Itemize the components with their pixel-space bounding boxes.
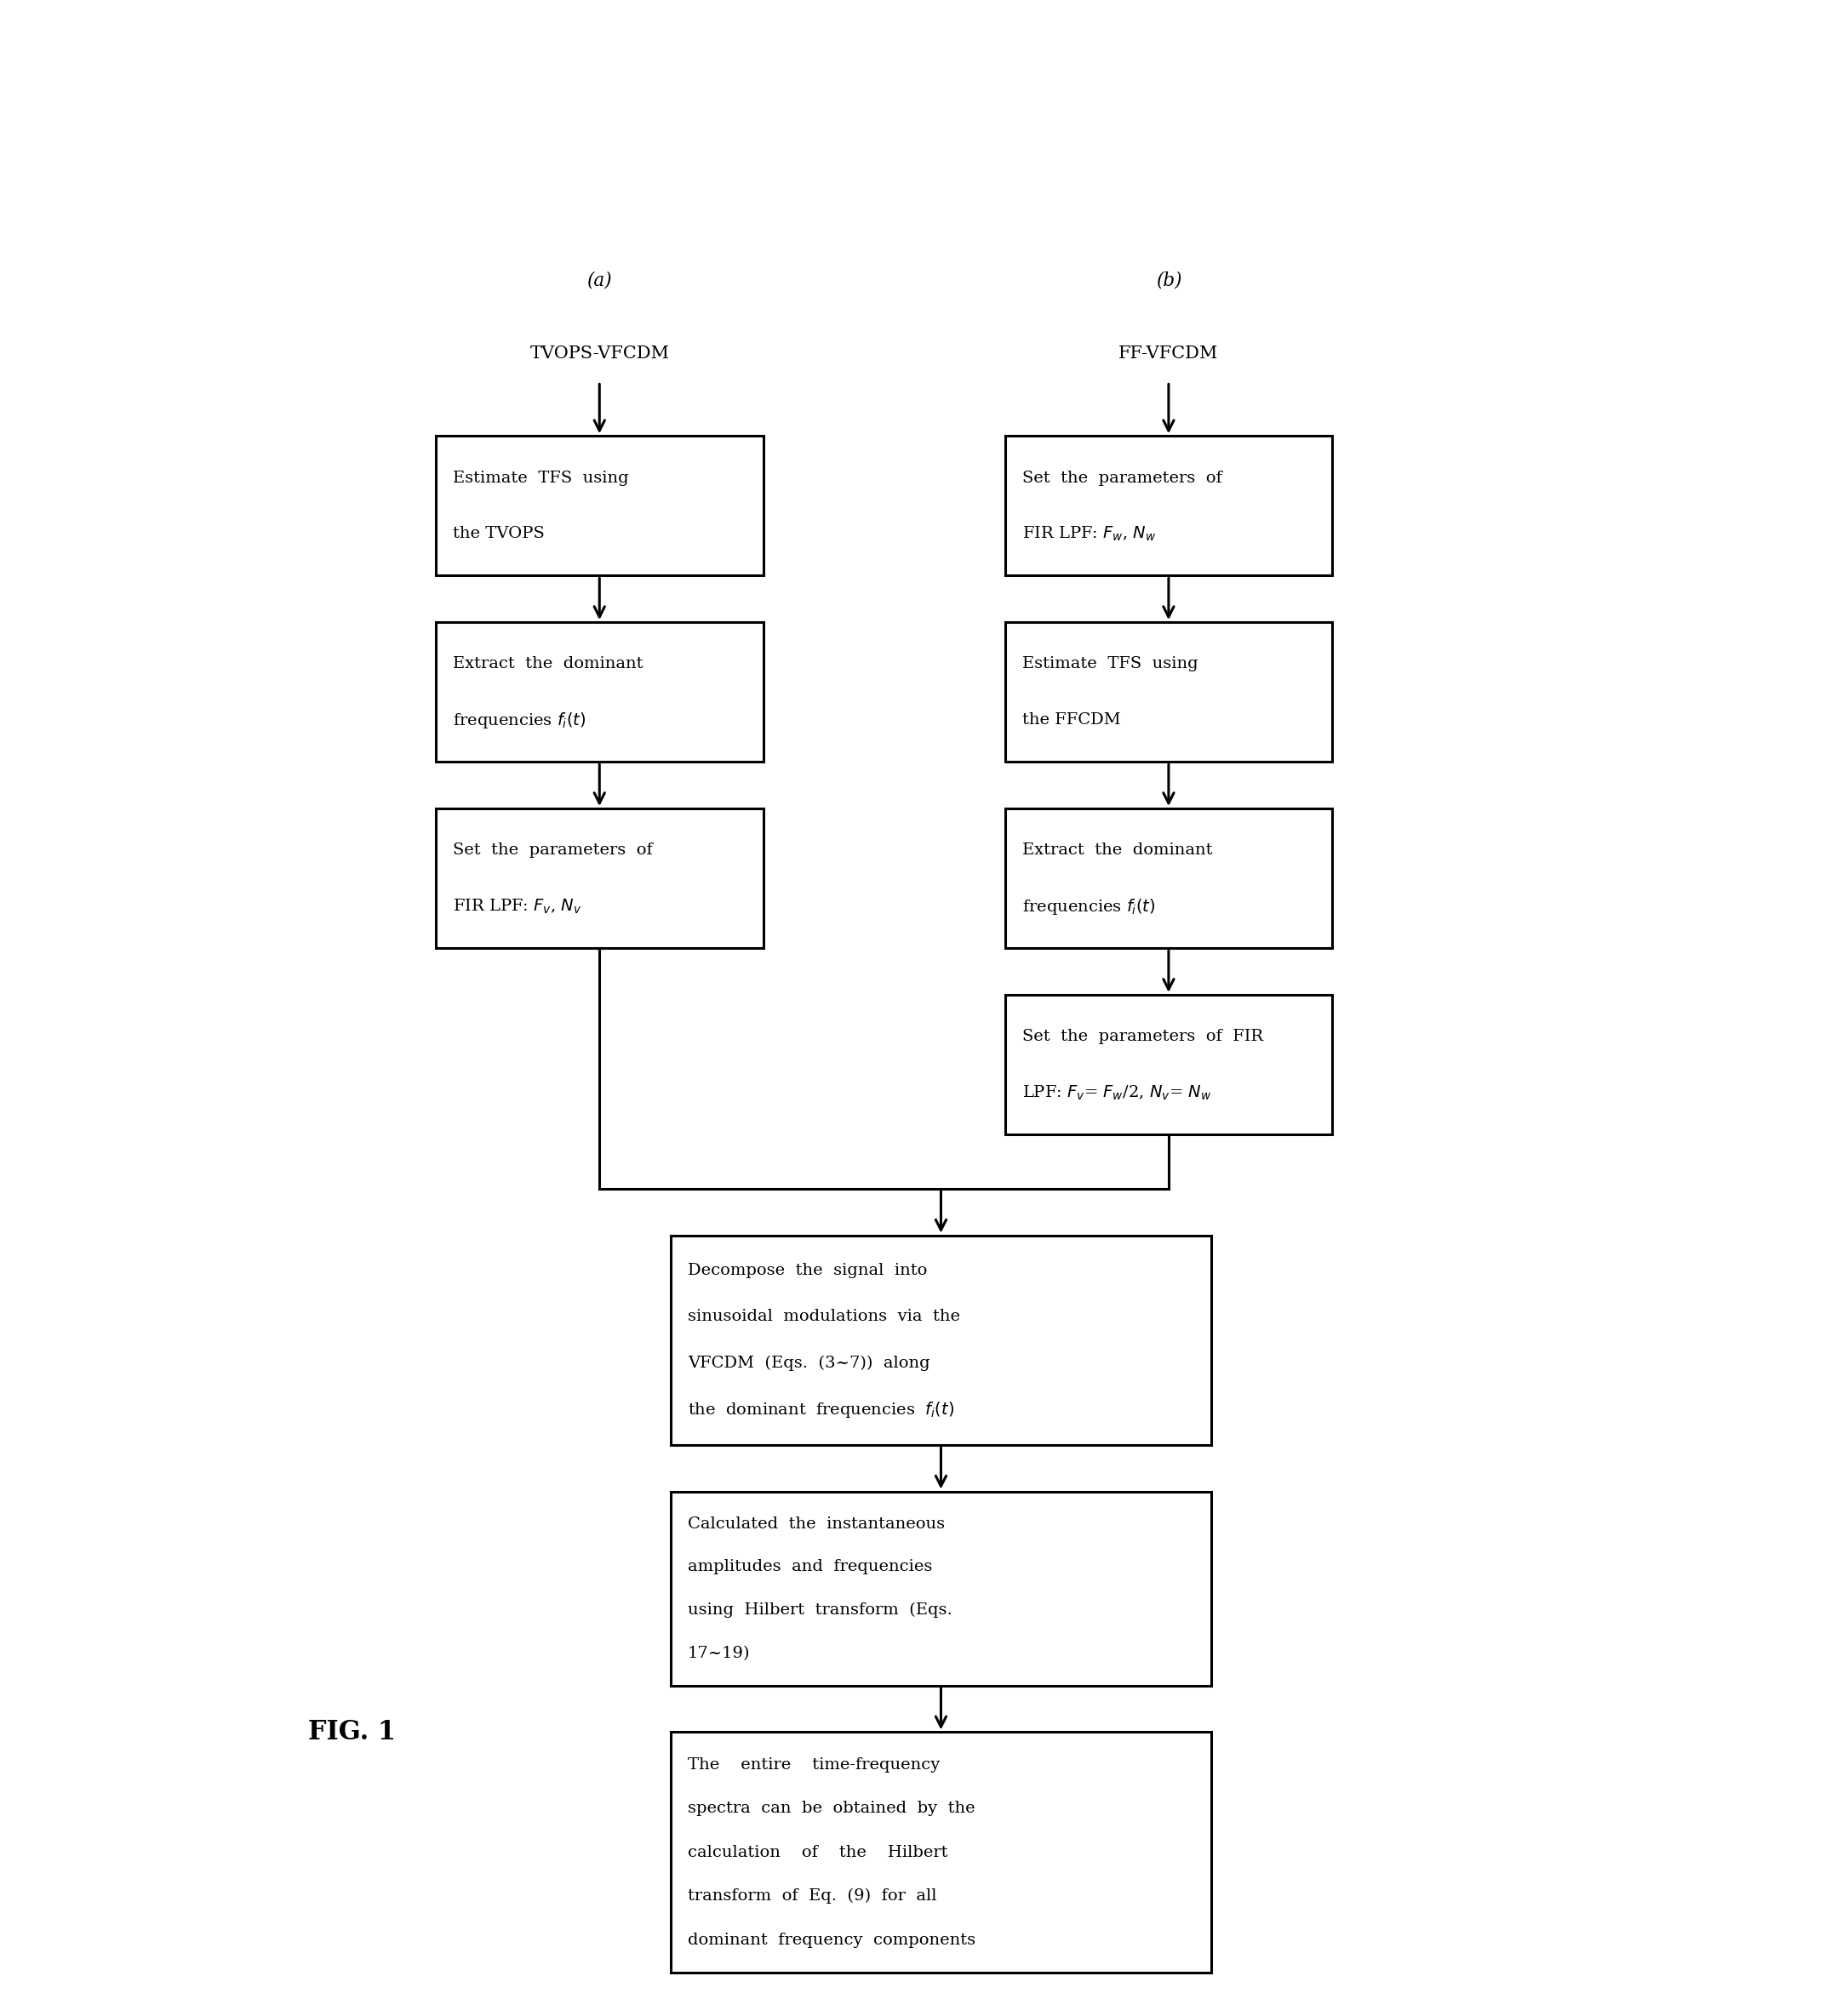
Text: frequencies $f_i(t)$: frequencies $f_i(t)$ xyxy=(453,710,586,730)
Bar xyxy=(670,1732,1212,1974)
Text: Set  the  parameters  of  FIR: Set the parameters of FIR xyxy=(1023,1028,1263,1044)
Bar xyxy=(1004,994,1333,1135)
Text: TVOPS-VFCDM: TVOPS-VFCDM xyxy=(531,345,668,361)
Bar xyxy=(1004,435,1333,577)
Text: Calculated  the  instantaneous: Calculated the instantaneous xyxy=(688,1516,946,1532)
Text: Set  the  parameters  of: Set the parameters of xyxy=(1023,470,1223,486)
Text: sinusoidal  modulations  via  the: sinusoidal modulations via the xyxy=(688,1308,960,1325)
Text: Set  the  parameters  of: Set the parameters of xyxy=(453,843,654,859)
Bar xyxy=(670,1492,1212,1685)
Text: spectra  can  be  obtained  by  the: spectra can be obtained by the xyxy=(688,1800,975,1816)
Bar xyxy=(435,808,764,948)
Text: the TVOPS: the TVOPS xyxy=(453,526,545,542)
Text: LPF: $F_v$= $F_w$/2, $N_v$= $N_w$: LPF: $F_v$= $F_w$/2, $N_v$= $N_w$ xyxy=(1023,1083,1212,1101)
Text: FIR LPF: $F_v$, $N_v$: FIR LPF: $F_v$, $N_v$ xyxy=(453,897,582,915)
Bar xyxy=(1004,808,1333,948)
Bar xyxy=(435,623,764,762)
Text: dominant  frequency  components: dominant frequency components xyxy=(688,1931,975,1947)
Text: The    entire    time-frequency: The entire time-frequency xyxy=(688,1758,940,1772)
Text: using  Hilbert  transform  (Eqs.: using Hilbert transform (Eqs. xyxy=(688,1603,953,1619)
Text: 17~19): 17~19) xyxy=(688,1645,751,1661)
Text: (a): (a) xyxy=(588,272,611,290)
Text: calculation    of    the    Hilbert: calculation of the Hilbert xyxy=(688,1845,947,1861)
Text: FIR LPF: $F_w$, $N_w$: FIR LPF: $F_w$, $N_w$ xyxy=(1023,524,1157,542)
Bar xyxy=(435,435,764,577)
Text: Estimate  TFS  using: Estimate TFS using xyxy=(453,470,628,486)
Text: transform  of  Eq.  (9)  for  all: transform of Eq. (9) for all xyxy=(688,1889,936,1903)
Text: Extract  the  dominant: Extract the dominant xyxy=(1023,843,1212,859)
Text: FF-VFCDM: FF-VFCDM xyxy=(1118,345,1219,361)
Bar xyxy=(670,1236,1212,1445)
Text: amplitudes  and  frequencies: amplitudes and frequencies xyxy=(688,1558,933,1574)
Bar xyxy=(1004,623,1333,762)
Text: Estimate  TFS  using: Estimate TFS using xyxy=(1023,657,1197,671)
Text: Extract  the  dominant: Extract the dominant xyxy=(453,657,643,671)
Text: (b): (b) xyxy=(1155,272,1182,290)
Text: Decompose  the  signal  into: Decompose the signal into xyxy=(688,1262,927,1278)
Text: the  dominant  frequencies  $f_i(t)$: the dominant frequencies $f_i(t)$ xyxy=(688,1401,955,1419)
Text: the FFCDM: the FFCDM xyxy=(1023,712,1120,728)
Text: frequencies $f_i(t)$: frequencies $f_i(t)$ xyxy=(1023,897,1155,915)
Text: FIG. 1: FIG. 1 xyxy=(308,1720,395,1746)
Text: VFCDM  (Eqs.  (3~7))  along: VFCDM (Eqs. (3~7)) along xyxy=(688,1355,931,1371)
